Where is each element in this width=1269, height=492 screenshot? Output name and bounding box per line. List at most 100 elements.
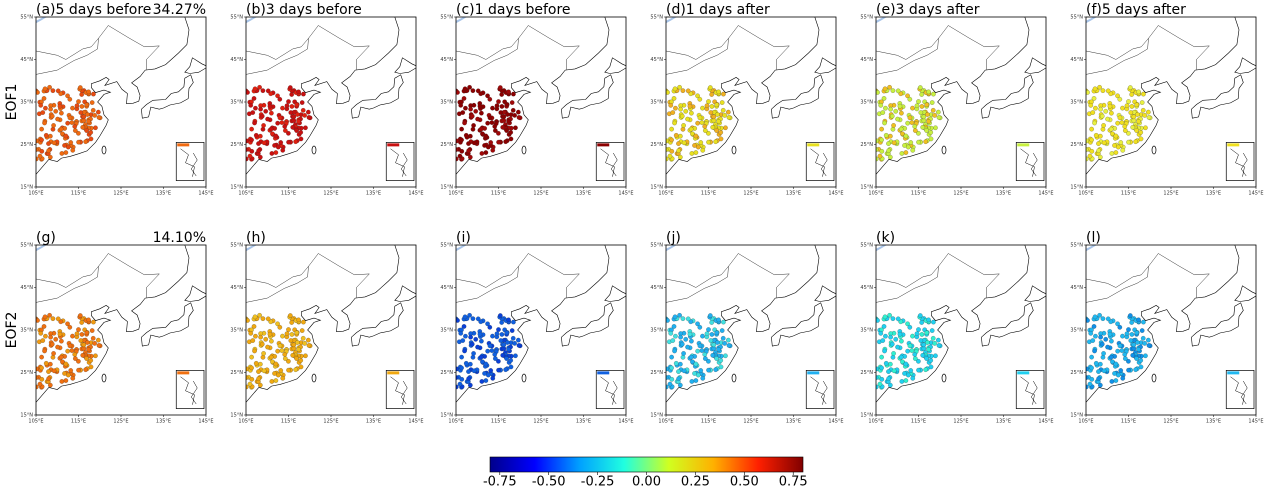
- station: [294, 128, 299, 133]
- taiwan: [521, 373, 527, 383]
- map-content: [36, 245, 206, 403]
- station: [247, 381, 253, 387]
- lat-tick-label: 15°N: [650, 413, 663, 419]
- hokkaido: [394, 285, 416, 302]
- station: [916, 99, 921, 104]
- border: [666, 253, 790, 303]
- station: [1134, 102, 1140, 108]
- station: [38, 331, 44, 336]
- station: [487, 96, 493, 102]
- lat-tick-label: 25°N: [230, 142, 243, 148]
- border: [246, 25, 370, 75]
- lat-tick-label: 45°N: [230, 285, 243, 291]
- station: [499, 332, 505, 337]
- station: [879, 137, 884, 143]
- station: [43, 333, 48, 339]
- station: [1103, 108, 1109, 114]
- station: [1110, 359, 1115, 365]
- station: [294, 102, 300, 108]
- station: [511, 91, 516, 97]
- lon-tick-label: 145°E: [408, 191, 423, 197]
- station: [1146, 343, 1152, 348]
- station: [275, 372, 281, 378]
- station: [79, 104, 85, 109]
- station: [895, 88, 901, 94]
- lake: [666, 17, 677, 24]
- station: [489, 348, 495, 353]
- colorbar-tick-label: -0.25: [581, 475, 615, 490]
- station: [907, 343, 913, 349]
- lat-tick-label: 45°N: [860, 285, 873, 291]
- station: [1117, 343, 1123, 349]
- lon-tick-label: 115°E: [281, 191, 296, 197]
- coastline: [1086, 245, 1240, 403]
- station: [681, 140, 687, 146]
- station: [672, 86, 678, 92]
- station: [79, 320, 84, 325]
- station: [509, 328, 515, 333]
- japan: [1191, 302, 1244, 347]
- lat-tick-label: 25°N: [440, 370, 453, 376]
- inset: [175, 370, 205, 409]
- lon-tick-label: 115°E: [491, 191, 506, 197]
- station: [718, 136, 724, 142]
- station: [70, 375, 76, 381]
- station: [1141, 91, 1146, 97]
- hokkaido: [1024, 285, 1046, 302]
- station: [1136, 317, 1141, 323]
- station: [65, 120, 70, 126]
- inset: [595, 370, 625, 409]
- station: [1098, 382, 1103, 388]
- station: [888, 106, 893, 112]
- inset-strip: [1017, 371, 1030, 375]
- station: [895, 344, 900, 350]
- station: [704, 331, 710, 336]
- station: [695, 321, 700, 327]
- station: [1109, 110, 1114, 116]
- station: [936, 109, 941, 115]
- station: [59, 338, 64, 344]
- station: [1089, 126, 1094, 132]
- station: [68, 368, 74, 373]
- lat-tick-label: 25°N: [1070, 142, 1083, 148]
- station: [277, 343, 283, 349]
- lat-tick-label: 15°N: [20, 413, 33, 419]
- station: [1115, 348, 1120, 354]
- station: [78, 85, 83, 90]
- inset-strip: [177, 143, 190, 147]
- station: [671, 96, 677, 101]
- station: [667, 381, 673, 387]
- station: [1128, 338, 1134, 343]
- station: [1096, 376, 1101, 381]
- station: [916, 139, 921, 145]
- station: [886, 141, 891, 146]
- border: [36, 38, 99, 60]
- station: [888, 382, 893, 388]
- lon-tick-label: 105°E: [448, 191, 463, 197]
- station: [1089, 377, 1095, 382]
- station: [258, 106, 263, 112]
- station: [88, 364, 94, 370]
- panel-title: (c)1 days before: [456, 2, 571, 18]
- station: [932, 341, 937, 346]
- station: [888, 361, 893, 367]
- station: [55, 88, 61, 94]
- station: [913, 356, 918, 361]
- station: [85, 112, 90, 117]
- station: [1091, 96, 1097, 101]
- station: [890, 354, 896, 360]
- station: [681, 123, 686, 128]
- station: [81, 114, 87, 120]
- taiwan: [731, 145, 737, 155]
- hokkaido: [1234, 57, 1256, 74]
- station: [496, 327, 501, 332]
- station: [932, 113, 937, 118]
- lake: [876, 245, 887, 252]
- station: [60, 131, 65, 137]
- station: [96, 109, 101, 115]
- lon-tick-label: 145°E: [198, 191, 213, 197]
- lon-tick-label: 105°E: [868, 191, 883, 197]
- station: [678, 382, 683, 388]
- station: [467, 313, 472, 318]
